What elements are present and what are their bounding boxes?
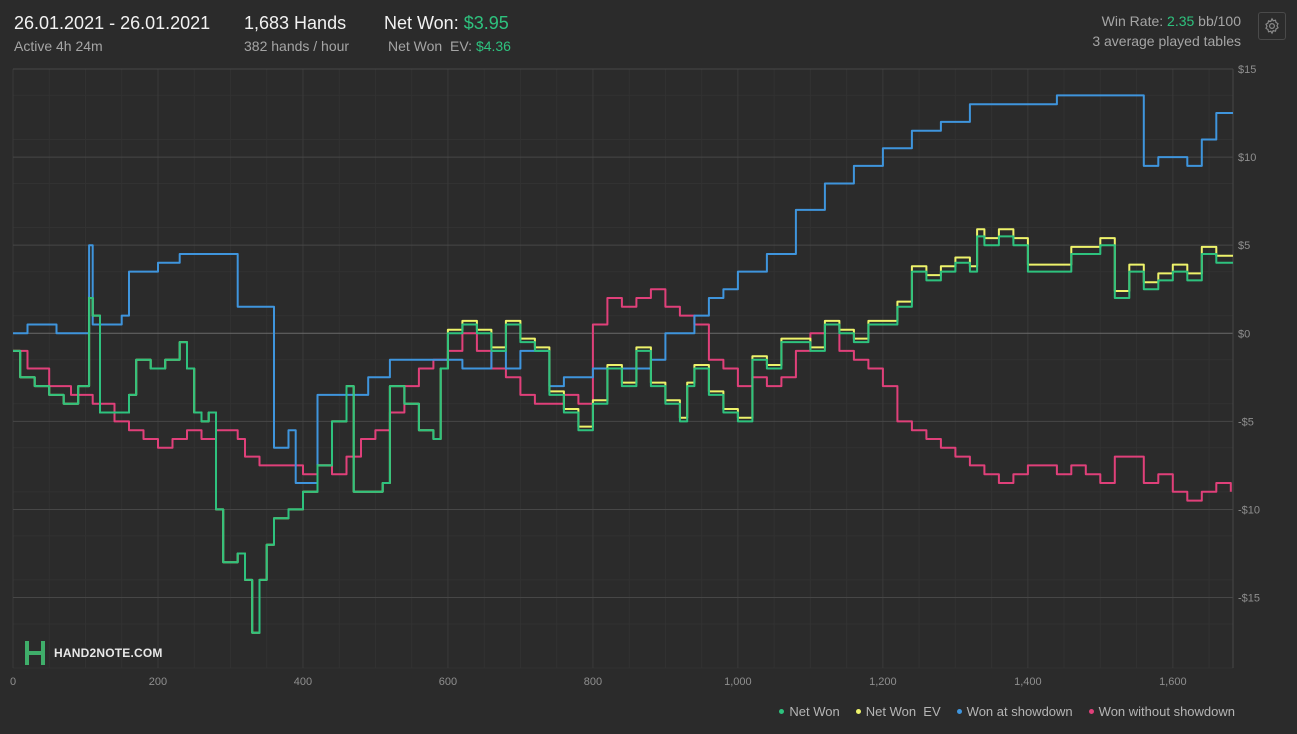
y-tick-label: -$5 bbox=[1238, 416, 1254, 428]
chart-grid bbox=[12, 68, 1234, 669]
net-won-block: Net Won: $3.95 Net Won EV: $4.36 bbox=[384, 12, 511, 55]
chart-series bbox=[13, 94, 1233, 634]
hands-count: 1,683 Hands bbox=[244, 13, 347, 33]
series-line-won-without-showdown bbox=[13, 288, 1232, 502]
x-tick-label: 1,000 bbox=[724, 676, 752, 688]
chart-legend: Net Won Net Won EV Won at showdown Won with… bbox=[763, 704, 1235, 719]
x-tick-label: 800 bbox=[584, 676, 602, 688]
y-tick-label: $0 bbox=[1238, 328, 1250, 340]
series-line-net-won bbox=[13, 235, 1233, 634]
legend-label: Net Won EV bbox=[865, 704, 941, 719]
net-won-ev-label: Net Won EV: bbox=[388, 38, 473, 54]
x-tick-label: 1,200 bbox=[869, 676, 897, 688]
settings-button[interactable] bbox=[1258, 12, 1286, 40]
legend-dot-icon bbox=[855, 709, 861, 714]
legend-item-net-won[interactable]: Net Won bbox=[779, 704, 840, 719]
hands-per-hour: 382 hands / hour bbox=[244, 38, 350, 54]
logo-text: HAND2NOTE.COM bbox=[54, 646, 163, 660]
x-tick-label: 600 bbox=[439, 676, 457, 688]
net-won-ev-value: $4.36 bbox=[475, 38, 511, 54]
y-tick-label: $5 bbox=[1238, 240, 1250, 252]
average-tables: 3 average played tables bbox=[1092, 33, 1241, 49]
legend-label: Won at showdown bbox=[966, 704, 1073, 719]
legend-label: Won without showdown bbox=[1098, 704, 1235, 719]
win-rate-label: Win Rate: bbox=[1101, 13, 1164, 29]
win-rate-value: 2.35 bbox=[1167, 13, 1195, 29]
legend-item-won-without-showdown[interactable]: Won without showdown bbox=[1088, 704, 1235, 719]
x-tick-label: 1,600 bbox=[1159, 676, 1187, 688]
net-won-value: $3.95 bbox=[463, 13, 509, 33]
active-time: Active 4h 24m bbox=[14, 38, 103, 54]
hands-block: 1,683 Hands 382 hands / hour bbox=[244, 12, 349, 55]
y-tick-label: -$10 bbox=[1238, 504, 1260, 516]
x-tick-label: 0 bbox=[10, 676, 16, 688]
y-tick-label: $10 bbox=[1238, 152, 1256, 164]
legend-item-won-at-showdown[interactable]: Won at showdown bbox=[956, 704, 1073, 719]
series-line-won-at-showdown bbox=[13, 94, 1233, 484]
legend-label: Net Won bbox=[789, 704, 840, 719]
x-axis: 0 200 400 600 800 1,000 1,200 1,400 1,600 bbox=[10, 676, 1187, 688]
y-tick-label: -$15 bbox=[1238, 593, 1260, 605]
x-tick-label: 400 bbox=[294, 676, 312, 688]
gear-icon bbox=[1265, 17, 1279, 35]
x-tick-label: 1,400 bbox=[1014, 676, 1042, 688]
hand2note-logo: HAND2NOTE.COM bbox=[24, 640, 163, 666]
legend-dot-icon bbox=[956, 709, 962, 714]
hand2note-logo-icon bbox=[25, 641, 45, 665]
legend-dot-icon bbox=[1088, 709, 1094, 714]
win-rate-unit: bb/100 bbox=[1198, 13, 1241, 29]
y-axis: $15 $10 $5 $0 -$5 -$10 -$15 bbox=[1238, 64, 1260, 605]
legend-dot-icon bbox=[779, 709, 785, 714]
win-rate-block: Win Rate: 2.35 bb/100 3 average played t… bbox=[1092, 12, 1241, 50]
y-tick-label: $15 bbox=[1238, 64, 1256, 76]
date-range: 26.01.2021 - 26.01.2021 bbox=[14, 13, 211, 33]
date-range-block: 26.01.2021 - 26.01.2021 Active 4h 24m bbox=[14, 12, 210, 55]
legend-item-net-won-ev[interactable]: Net Won EV bbox=[855, 704, 941, 719]
x-tick-label: 200 bbox=[149, 676, 167, 688]
net-won-label: Net Won: bbox=[384, 13, 459, 33]
